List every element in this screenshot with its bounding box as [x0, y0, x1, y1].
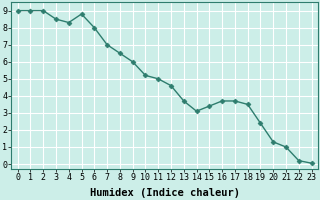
X-axis label: Humidex (Indice chaleur): Humidex (Indice chaleur): [90, 188, 240, 198]
